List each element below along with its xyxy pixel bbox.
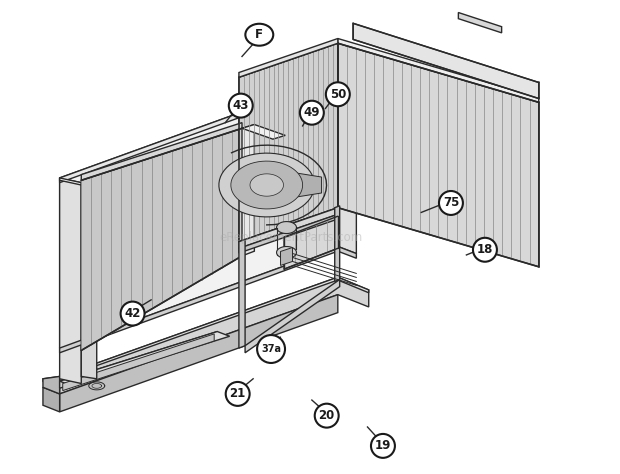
Polygon shape [280,247,293,265]
Polygon shape [458,12,502,33]
Polygon shape [60,178,81,383]
Text: eReplacementParts.com: eReplacementParts.com [220,230,363,244]
Text: 18: 18 [477,243,493,256]
Polygon shape [239,239,245,348]
Polygon shape [335,206,340,282]
Polygon shape [60,331,217,388]
Polygon shape [60,295,338,412]
Polygon shape [242,125,254,256]
Polygon shape [353,23,539,99]
Polygon shape [284,216,338,269]
Text: 43: 43 [232,99,249,112]
Text: 19: 19 [374,439,391,452]
Circle shape [473,238,497,262]
Polygon shape [239,208,338,248]
Text: 20: 20 [319,409,335,422]
Circle shape [229,94,253,118]
Polygon shape [239,43,338,242]
Polygon shape [296,173,322,197]
Polygon shape [239,38,338,77]
Ellipse shape [246,24,273,46]
Polygon shape [239,214,338,253]
Polygon shape [338,77,356,254]
Text: 42: 42 [125,307,141,320]
Text: 50: 50 [330,88,346,101]
Polygon shape [81,182,97,379]
Polygon shape [277,221,296,234]
Polygon shape [219,153,314,217]
Circle shape [226,382,250,406]
Text: F: F [255,28,264,41]
Circle shape [371,434,395,458]
Text: 49: 49 [304,106,320,119]
Polygon shape [338,38,539,102]
Polygon shape [60,277,369,394]
Polygon shape [277,246,296,258]
Polygon shape [245,280,340,353]
Circle shape [300,101,324,125]
Polygon shape [231,161,303,209]
Text: 37a: 37a [261,344,281,354]
Polygon shape [81,123,242,180]
Circle shape [439,191,463,215]
Circle shape [121,301,144,326]
Circle shape [257,335,285,363]
Polygon shape [81,128,242,350]
Polygon shape [63,334,214,391]
Polygon shape [60,331,229,386]
Polygon shape [43,376,60,394]
Polygon shape [60,77,338,348]
Polygon shape [60,246,356,353]
Circle shape [315,404,339,428]
Polygon shape [242,125,285,139]
Circle shape [326,82,350,106]
Polygon shape [43,277,369,382]
Polygon shape [250,174,283,196]
Polygon shape [60,178,81,185]
Text: 75: 75 [443,196,459,210]
Polygon shape [338,43,539,267]
Polygon shape [60,77,356,182]
Polygon shape [43,387,60,412]
Text: 21: 21 [229,387,246,401]
